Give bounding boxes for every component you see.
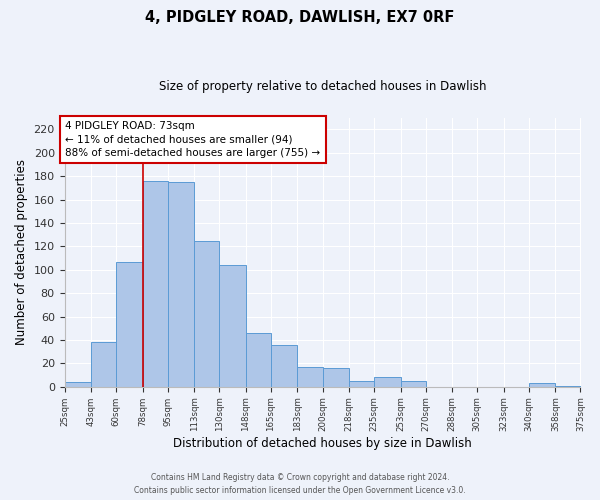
Y-axis label: Number of detached properties: Number of detached properties — [15, 160, 28, 346]
Bar — [246, 333, 271, 387]
X-axis label: Distribution of detached houses by size in Dawlish: Distribution of detached houses by size … — [173, 437, 472, 450]
Bar — [116, 262, 143, 387]
Text: 4 PIDGLEY ROAD: 73sqm
← 11% of detached houses are smaller (94)
88% of semi-deta: 4 PIDGLEY ROAD: 73sqm ← 11% of detached … — [65, 122, 320, 158]
Bar — [401, 381, 426, 387]
Bar — [529, 384, 556, 387]
Bar — [143, 181, 168, 387]
Bar — [323, 368, 349, 387]
Title: Size of property relative to detached houses in Dawlish: Size of property relative to detached ho… — [159, 80, 486, 93]
Text: 4, PIDGLEY ROAD, DAWLISH, EX7 0RF: 4, PIDGLEY ROAD, DAWLISH, EX7 0RF — [145, 10, 455, 25]
Text: Contains HM Land Registry data © Crown copyright and database right 2024.
Contai: Contains HM Land Registry data © Crown c… — [134, 474, 466, 495]
Bar — [220, 265, 246, 387]
Bar — [374, 378, 401, 387]
Bar — [65, 382, 91, 387]
Bar — [298, 367, 323, 387]
Bar — [271, 344, 298, 387]
Bar — [349, 381, 374, 387]
Bar — [194, 240, 220, 387]
Bar — [168, 182, 194, 387]
Bar — [556, 386, 581, 387]
Bar — [91, 342, 116, 387]
